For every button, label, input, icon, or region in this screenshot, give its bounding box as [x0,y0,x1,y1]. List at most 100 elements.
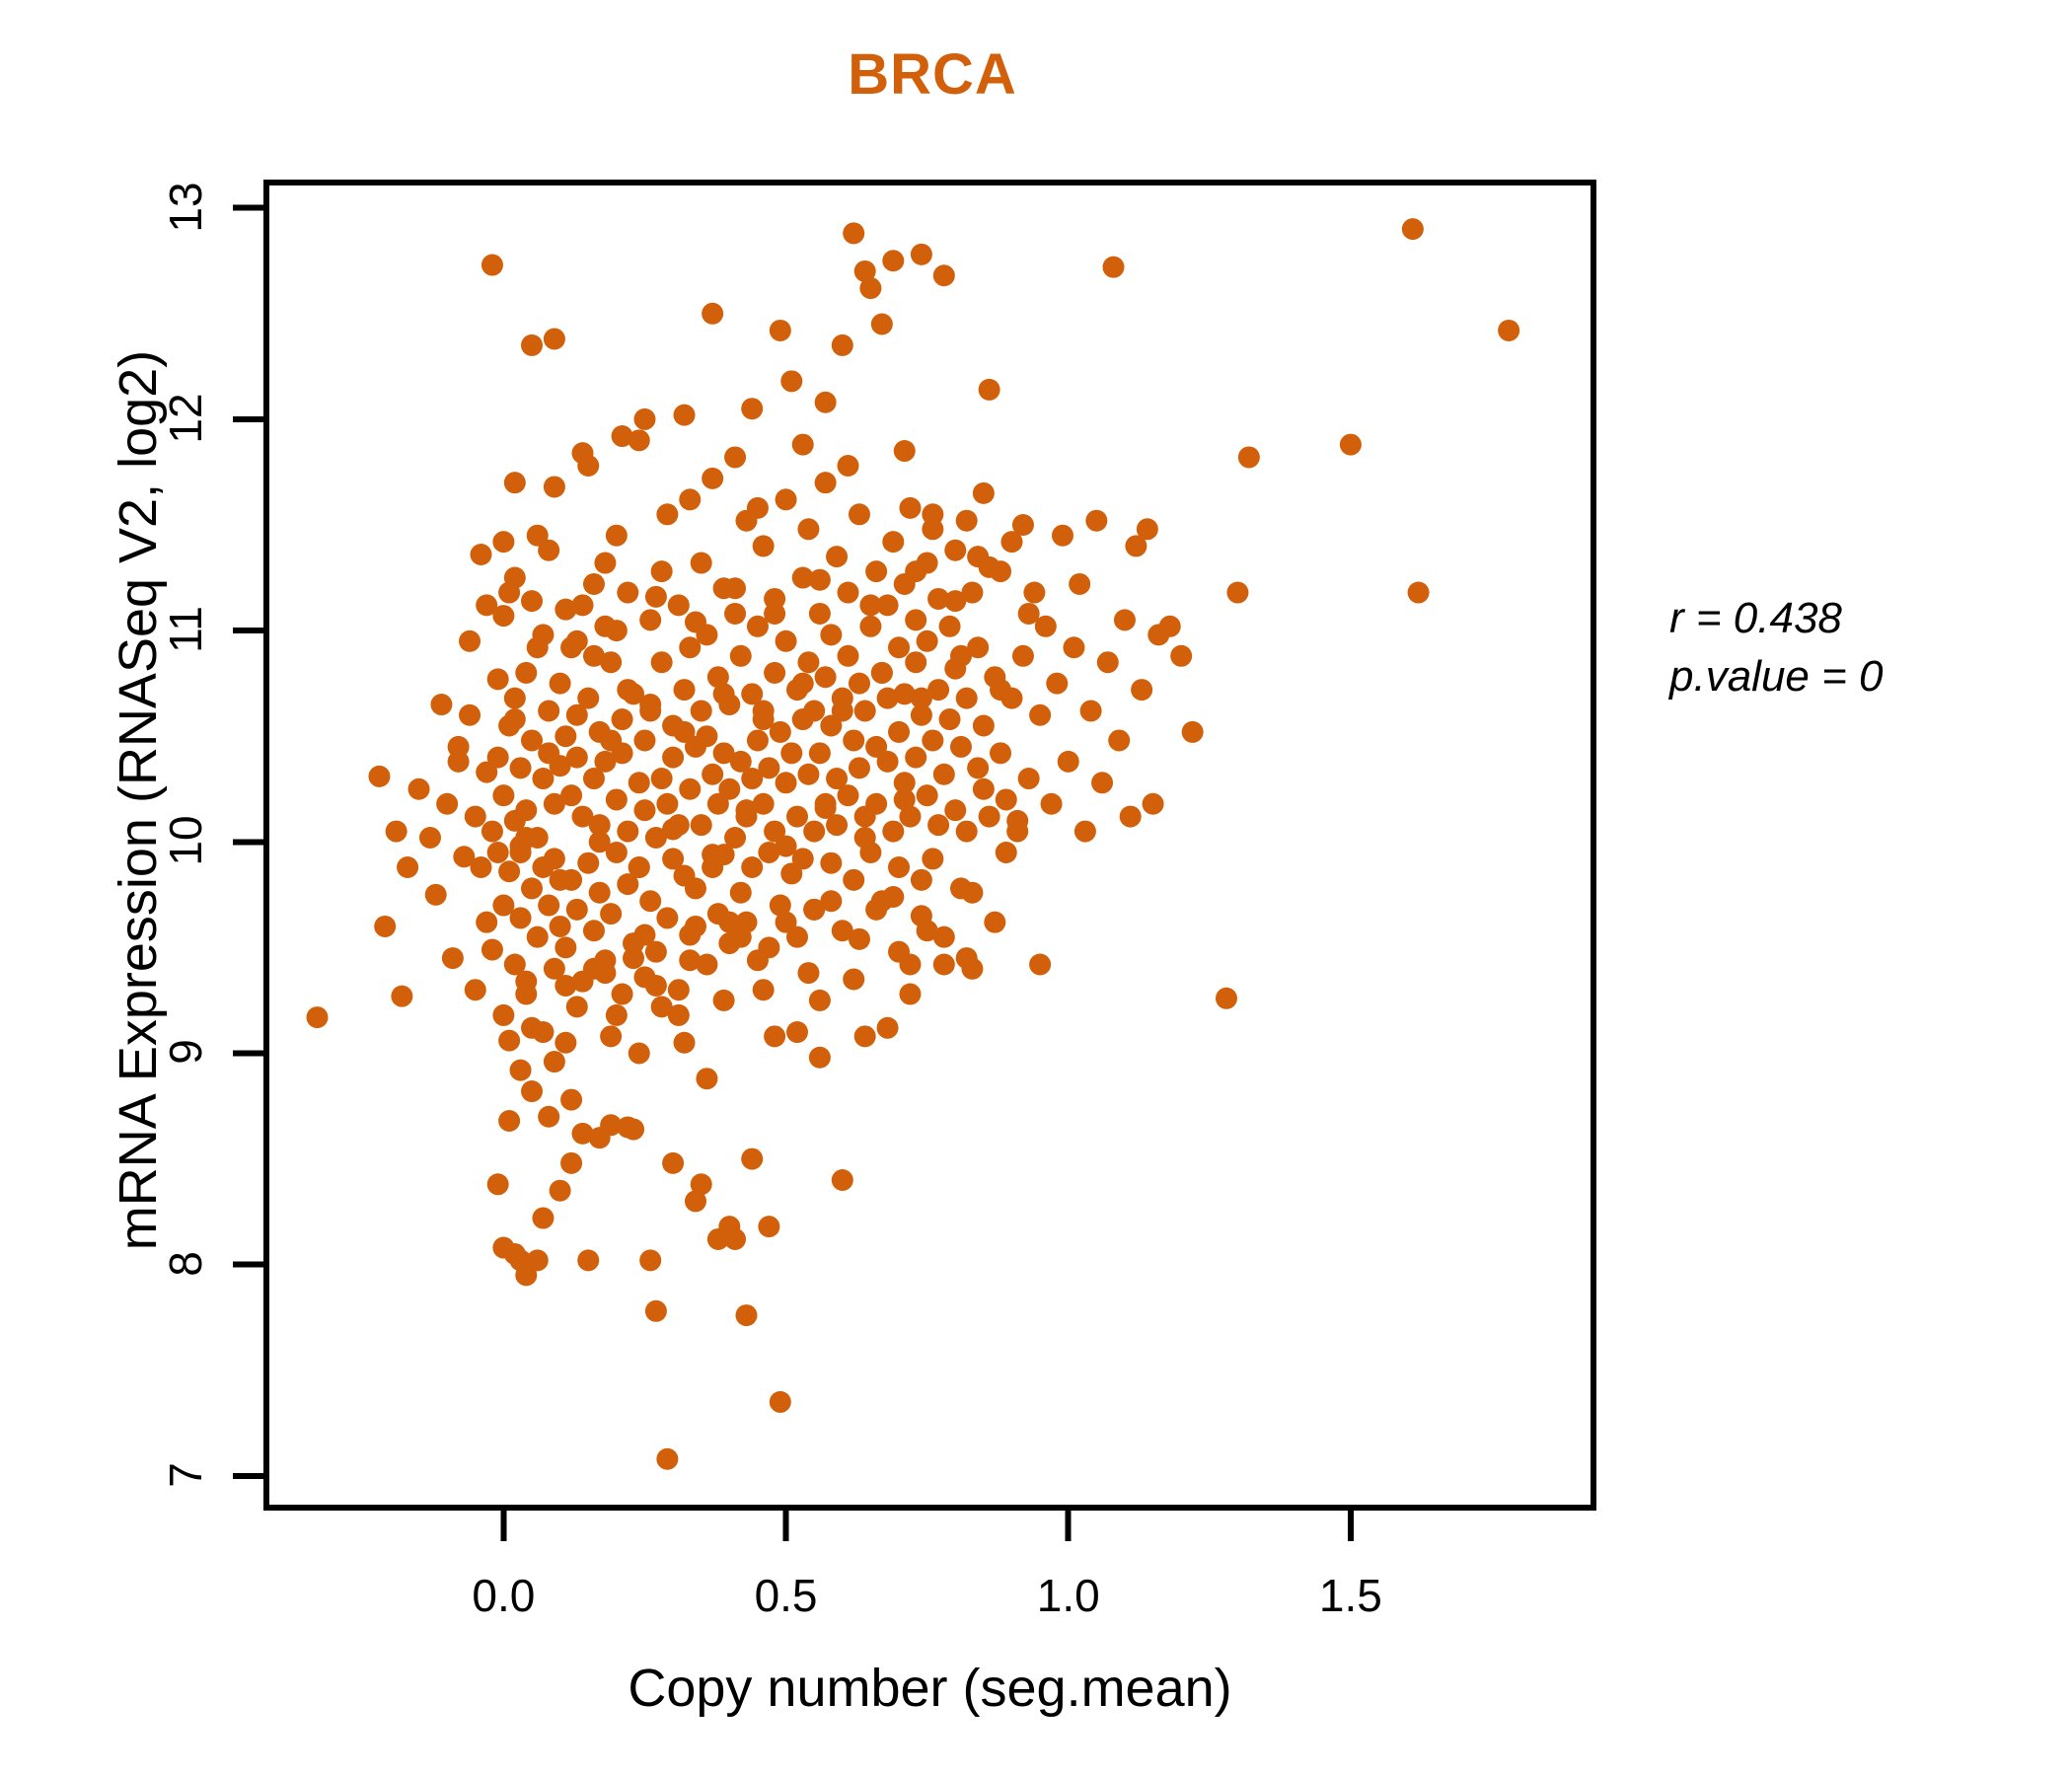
data-point [712,989,735,1011]
data-point [555,1031,577,1054]
data-point [453,846,476,868]
data-point [972,777,995,800]
data-point [932,763,955,785]
data-point [780,862,803,885]
data-point [526,524,549,547]
data-point [1006,809,1029,832]
data-point [893,683,916,705]
data-point [521,333,543,356]
data-point [837,581,859,604]
data-point [521,729,543,752]
data-point [724,602,747,625]
data-point [853,1025,876,1048]
data-point [1000,531,1023,554]
data-point [961,881,984,904]
data-point [905,560,927,583]
data-point [718,777,741,800]
data-point [594,750,617,773]
data-point [526,1249,549,1272]
data-point [932,264,955,287]
data-point [848,672,870,695]
data-point [702,844,724,866]
data-point [639,1249,662,1272]
data-point [515,827,538,849]
data-point [893,440,916,463]
data-point [644,940,667,963]
data-point [927,814,950,837]
data-point [775,911,797,933]
data-point [938,615,961,637]
data-point [899,805,922,828]
data-point [1181,720,1204,743]
data-point [1131,679,1153,702]
data-point [628,429,650,452]
data-point [870,661,893,684]
data-point [543,957,565,980]
data-point [662,746,685,769]
data-point [843,868,865,891]
data-point [611,425,633,448]
data-point [1011,644,1034,667]
data-point [306,1006,329,1029]
data-point [922,729,944,752]
data-point [797,518,820,541]
data-point [1017,768,1040,790]
data-point [662,1151,685,1174]
data-point [820,624,843,646]
data-point [752,979,775,1001]
data-point [565,703,588,726]
data-point [791,566,814,589]
data-point [1113,609,1136,631]
data-point [1096,651,1119,674]
data-point [791,672,814,695]
data-point [944,590,967,613]
data-point [673,720,696,743]
data-point [521,877,543,900]
data-point [814,666,837,689]
data-point [797,763,820,785]
data-point [543,476,565,498]
data-point [656,503,679,526]
data-point [702,467,724,489]
data-point [775,772,797,794]
data-point [565,898,588,921]
data-point [990,742,1012,765]
data-point [644,827,667,849]
data-point [826,546,849,568]
data-point [549,868,571,891]
data-point [656,907,679,929]
data-point [628,855,650,878]
data-point [932,925,955,948]
data-point [588,881,611,904]
data-point [910,243,932,265]
data-point [582,920,605,942]
data-point [486,842,509,863]
data-point [814,391,837,413]
data-point [1034,615,1057,637]
data-point [995,788,1017,811]
x-tick-label: 0.0 [472,1570,536,1621]
data-point [1079,700,1102,722]
data-point [955,509,978,532]
data-point [667,1003,690,1026]
data-point [368,765,391,787]
data-point [639,609,662,631]
data-point [905,609,927,631]
data-point [600,729,623,752]
data-point [481,254,503,276]
data-point [1046,672,1069,695]
data-point [1057,750,1079,773]
data-point [853,827,876,849]
data-point [791,433,814,456]
data-point [684,1190,706,1213]
data-point [702,763,724,785]
data-point [1069,572,1091,595]
data-point [702,302,724,325]
data-point [1108,729,1131,752]
data-point [1170,644,1193,667]
data-point [955,687,978,709]
x-tick-label: 0.5 [754,1570,818,1621]
data-point [628,1042,650,1065]
data-point [803,700,826,722]
